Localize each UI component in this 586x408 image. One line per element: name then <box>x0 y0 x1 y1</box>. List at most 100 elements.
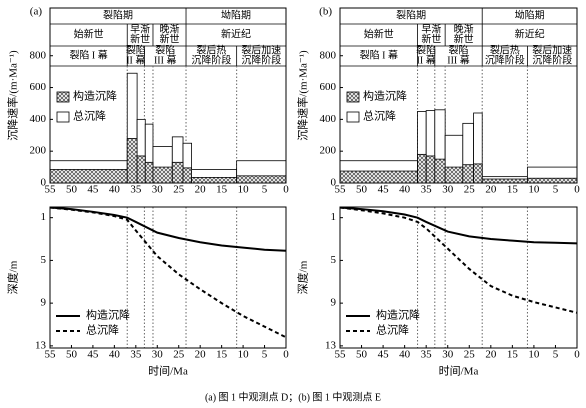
header-label: 新世 <box>421 32 441 45</box>
x-tick-label: 50 <box>356 184 368 196</box>
x-tick-label: 55 <box>335 349 347 361</box>
x-tick-label: 40 <box>109 184 121 196</box>
x-tick-label: 15 <box>507 184 519 196</box>
x-tick-label: 25 <box>173 184 185 196</box>
x-tick-label: 0 <box>283 184 289 196</box>
bar <box>481 178 528 184</box>
plot-frame <box>49 206 287 349</box>
header-label: 新世 <box>160 32 180 45</box>
x-tick-label: 0 <box>574 349 580 361</box>
x-tick-label: 35 <box>421 184 433 196</box>
bar <box>425 155 436 184</box>
x-tick-label: 55 <box>45 349 57 361</box>
header-label: III 幕 <box>154 53 177 66</box>
y-tick-label: 5 <box>331 254 337 266</box>
bar <box>417 153 427 184</box>
header-label: 裂陷 <box>449 43 469 56</box>
header-label: II 幕 <box>417 53 436 66</box>
bar <box>527 177 578 184</box>
bar <box>152 166 173 184</box>
x-tick-label: 30 <box>442 349 454 361</box>
x-axis-label: 时间/Ma <box>148 365 188 378</box>
header-label: 裂后热 <box>490 43 520 56</box>
header-label: 早渐 <box>130 22 150 35</box>
x-tick-label: 45 <box>378 184 390 196</box>
x-tick-label: 20 <box>195 184 207 196</box>
y-tick-label: 1 <box>41 211 47 223</box>
header-label: 裂陷期 <box>103 8 133 21</box>
y-axis-label: 沉降速率/(m·Ma⁻¹) <box>6 50 20 141</box>
header-label: 沉降阶段 <box>532 53 572 66</box>
legend-swatch <box>346 111 360 123</box>
x-tick-label: 5 <box>262 184 268 196</box>
legend-swatch <box>346 91 360 103</box>
y-tick-label: 13 <box>35 339 47 351</box>
x-tick-label: 45 <box>87 184 99 196</box>
bar <box>236 175 287 184</box>
header-label: 新世 <box>454 32 474 45</box>
header-label: 沉降阶段 <box>191 53 231 66</box>
bar <box>191 177 238 184</box>
x-tick-label: 0 <box>283 349 289 361</box>
bar <box>136 155 146 184</box>
x-tick-label: 15 <box>216 184 228 196</box>
header-label: 晚渐 <box>160 22 180 35</box>
header-label: 裂陷 I 幕 <box>69 48 107 61</box>
y-tick-label: 600 <box>30 81 47 93</box>
x-tick-label: 55 <box>335 184 347 196</box>
x-tick-label: 35 <box>130 184 142 196</box>
x-tick-label: 35 <box>130 349 142 361</box>
legend-label: 总沉降 <box>86 323 119 337</box>
header-label: 晚渐 <box>454 22 474 35</box>
x-tick-label: 25 <box>464 184 476 196</box>
x-tick-label: 25 <box>173 349 185 361</box>
panel-label: (b) <box>319 6 332 18</box>
y-tick-label: 9 <box>41 297 47 309</box>
depth-line <box>339 206 578 314</box>
y-tick-label: 400 <box>320 113 337 125</box>
header-label: 沉降阶段 <box>241 53 281 66</box>
x-tick-label: 20 <box>195 349 207 361</box>
header-label: 新世 <box>130 32 150 45</box>
header-label: III 幕 <box>447 53 470 66</box>
bar <box>462 164 474 184</box>
header-label: 沉降阶段 <box>485 53 525 66</box>
header-label: 裂后加速 <box>241 43 281 56</box>
x-tick-label: 15 <box>507 349 519 361</box>
header-label: 裂后热 <box>196 43 226 56</box>
x-tick-label: 5 <box>262 349 268 361</box>
header-label: 新近纪 <box>221 27 251 40</box>
header-label: 裂陷期 <box>396 8 426 21</box>
x-tick-label: 50 <box>356 349 368 361</box>
y-tick-label: 9 <box>331 297 337 309</box>
depth-line <box>49 206 287 339</box>
x-tick-label: 10 <box>238 184 250 196</box>
bar <box>49 169 128 184</box>
x-tick-label: 10 <box>238 349 250 361</box>
x-tick-label: 25 <box>464 349 476 361</box>
y-tick-label: 800 <box>320 49 337 61</box>
y-tick-label: 5 <box>41 254 47 266</box>
legend-label: 构造沉降 <box>86 308 130 322</box>
header-label: 裂陷 <box>416 43 436 56</box>
y-tick-label: 13 <box>325 339 337 351</box>
x-tick-label: 30 <box>152 349 164 361</box>
plot-frame <box>49 7 287 184</box>
x-tick-label: 40 <box>399 349 411 361</box>
header-label: 裂陷 <box>126 43 146 56</box>
y-axis-label: 深度/m <box>296 260 310 294</box>
x-axis-label: 时间/Ma <box>439 365 479 378</box>
header-label: 早渐 <box>421 22 441 35</box>
x-tick-label: 10 <box>528 349 540 361</box>
x-tick-label: 35 <box>421 349 433 361</box>
bar <box>126 138 138 184</box>
panel-label: (a) <box>30 6 43 18</box>
depth-line <box>49 206 287 252</box>
header-label: 裂陷 I 幕 <box>360 48 398 61</box>
x-tick-label: 50 <box>66 349 78 361</box>
y-tick-label: 800 <box>30 49 47 61</box>
x-tick-label: 5 <box>553 349 559 361</box>
y-axis-label: 沉降速率/(m·Ma⁻¹) <box>296 50 310 141</box>
depth-line <box>339 206 578 245</box>
